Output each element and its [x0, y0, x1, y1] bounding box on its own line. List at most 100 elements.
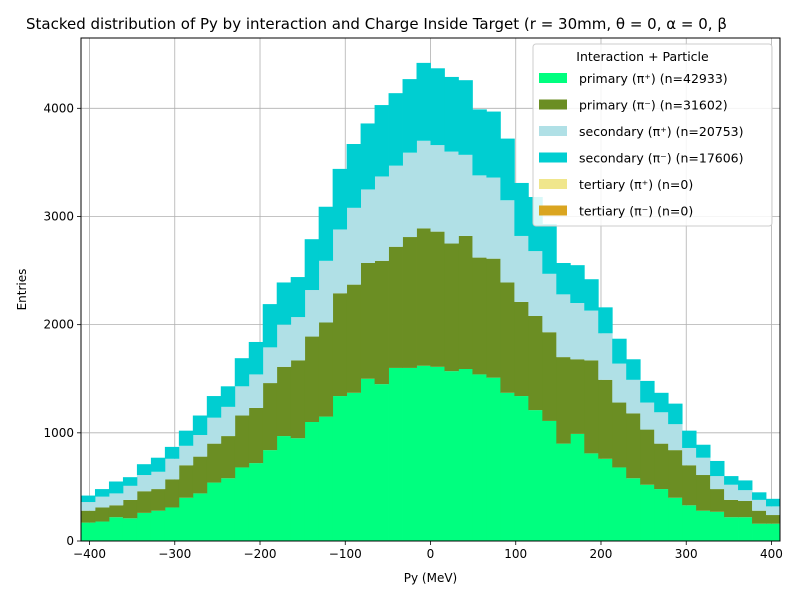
bar-segment-series-1	[612, 402, 627, 468]
bar-segment-series-0	[374, 384, 389, 541]
bar-segment-series-0	[724, 517, 739, 541]
bar-segment-series-2	[416, 140, 431, 229]
bar-segment-series-0	[584, 453, 599, 541]
bar-segment-series-0	[332, 396, 348, 541]
y-axis-label: Entries	[15, 269, 29, 311]
bar-segment-series-3	[556, 262, 571, 295]
bar-segment-series-3	[374, 105, 389, 177]
bar-segment-series-3	[654, 392, 669, 413]
bar-segment-series-2	[514, 235, 529, 302]
bar-segment-series-3	[164, 446, 180, 459]
bar-segment-series-0	[388, 367, 403, 541]
bar-segment-series-1	[640, 429, 655, 485]
x-axis-label: Py (MeV)	[404, 571, 457, 585]
bar-segment-series-0	[500, 392, 515, 541]
bar-segment-series-1	[514, 301, 529, 397]
bar-segment-series-2	[472, 175, 487, 258]
bar-segment-series-2	[192, 434, 208, 457]
bar-segment-series-3	[318, 206, 334, 261]
bar-segment-series-1	[192, 456, 208, 494]
bar-segment-series-2	[542, 273, 557, 333]
bar-segment-series-0	[556, 443, 571, 541]
bar-segment-series-3	[416, 62, 431, 141]
bar-segment-series-2	[486, 177, 501, 259]
bar-segment-series-3	[262, 304, 278, 348]
bar-segment-series-0	[150, 510, 166, 541]
bar-segment-series-1	[220, 436, 236, 479]
x-tick-label: 400	[760, 547, 783, 561]
legend-entry-label: secondary (π⁻) (n=17606)	[579, 151, 744, 166]
bar-segment-series-2	[444, 151, 459, 244]
y-tick-label: 4000	[43, 101, 74, 115]
bar-segment-series-2	[136, 475, 152, 492]
bar-segment-series-2	[640, 402, 655, 430]
bar-segment-series-3	[332, 168, 348, 230]
bar-segment-series-0	[472, 374, 487, 541]
bar-segment-series-2	[710, 476, 725, 490]
bar-segment-series-1	[766, 515, 781, 524]
bar-segment-series-3	[542, 224, 557, 274]
bar-segment-series-3	[752, 492, 767, 500]
bar-segment-series-0	[542, 420, 557, 541]
legend-entry-label: primary (π⁻) (n=31602)	[579, 98, 728, 113]
bar-segment-series-2	[570, 303, 585, 360]
bar-segment-series-3	[570, 265, 585, 304]
bar-segment-series-2	[318, 260, 334, 323]
bar-segment-series-0	[108, 517, 124, 541]
legend-entry-label: tertiary (π⁺) (n=0)	[579, 177, 693, 192]
bar-segment-series-2	[346, 207, 361, 285]
legend-swatch	[539, 73, 567, 83]
bar-segment-series-1	[682, 465, 697, 506]
bar-segment-series-0	[248, 463, 264, 541]
bar-segment-series-1	[346, 284, 361, 393]
bar-segment-series-2	[262, 347, 278, 384]
bar-segment-series-0	[598, 458, 613, 541]
bar-segment-series-1	[416, 228, 431, 366]
bar-segment-series-2	[584, 310, 599, 361]
bar-segment-series-1	[528, 316, 543, 411]
bar-segment-series-0	[178, 497, 194, 541]
bar-segment-series-1	[234, 415, 250, 468]
y-tick-label: 1000	[43, 426, 74, 440]
bar-segment-series-2	[528, 251, 543, 317]
bar-segment-series-0	[290, 438, 306, 541]
bar-segment-series-0	[514, 396, 529, 541]
bar-segment-series-3	[472, 109, 487, 176]
bar-segment-series-0	[81, 522, 96, 541]
legend-swatch	[539, 152, 567, 163]
bar-segment-series-0	[318, 416, 334, 541]
y-axis-ticks: 0 1000 2000 3000 4000	[43, 101, 81, 548]
bar-segment-series-0	[346, 392, 361, 541]
bar-segment-series-0	[752, 523, 767, 541]
bar-segment-series-1	[164, 479, 180, 508]
bar-segment-series-2	[206, 417, 222, 444]
bar-segment-series-0	[136, 512, 152, 541]
bar-segment-series-3	[458, 80, 473, 155]
bar-segment-series-3	[514, 182, 529, 236]
bar-segment-series-0	[696, 510, 711, 541]
legend: Interaction + Particle primary (π⁺) (n=42…	[532, 43, 773, 227]
bar-segment-series-1	[710, 489, 725, 512]
bar-segment-series-1	[374, 260, 389, 385]
bar-segment-series-0	[360, 378, 375, 541]
bar-segment-series-2	[164, 458, 180, 480]
bar-segment-series-2	[178, 445, 194, 466]
bar-segment-series-3	[402, 79, 417, 153]
bar-segment-series-1	[654, 443, 669, 490]
bar-segment-series-1	[276, 366, 292, 437]
x-tick-label: −300	[158, 547, 191, 561]
bar-segment-series-1	[556, 357, 571, 444]
bar-segment-series-3	[696, 444, 711, 458]
bar-segment-series-2	[612, 363, 627, 403]
bar-segment-series-2	[682, 447, 697, 466]
bar-segment-series-2	[430, 145, 445, 232]
bar-segment-series-2	[696, 457, 711, 476]
bar-segment-series-3	[122, 477, 138, 486]
bar-segment-series-1	[486, 258, 501, 378]
bar-segment-series-1	[598, 379, 613, 459]
bar-segment-series-2	[388, 165, 403, 247]
legend-entry-label: tertiary (π⁻) (n=0)	[579, 204, 693, 219]
bar-segment-series-3	[276, 282, 292, 325]
bar-segment-series-2	[276, 324, 292, 367]
legend-swatch	[539, 99, 567, 110]
